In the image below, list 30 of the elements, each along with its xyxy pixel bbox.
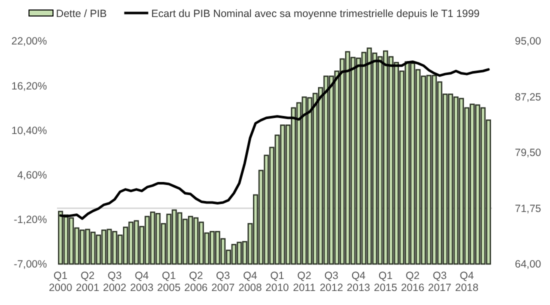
x-tick-label: Q3 2012: [320, 270, 344, 294]
y-tick-label: -7,00%: [14, 258, 47, 271]
y-tick-label: 4,60%: [17, 169, 47, 182]
x-tick-label: Q2 2001: [76, 270, 100, 294]
x-tick-label: Q4 2003: [130, 270, 154, 294]
x-tick-label: Q2 2016: [400, 270, 424, 294]
y2-tick-label: 79,50: [514, 147, 542, 160]
y2-tick-label: 95,00: [514, 36, 542, 48]
x-tick-label: Q1 2010: [266, 270, 290, 294]
y2-tick-label: 64,00: [514, 258, 542, 271]
legend-label: Dette / PIB: [56, 8, 107, 20]
y-tick-label: 16,20%: [11, 80, 47, 92]
x-tick-label: Q4 2008: [238, 270, 262, 294]
y-tick-label: 22,00%: [11, 36, 47, 48]
x-tick-label: Q2 2006: [184, 270, 208, 294]
y2-tick-label: 71,75: [514, 202, 542, 215]
x-tick-label: Q2 2011: [293, 270, 316, 294]
y-tick-label: -1,20%: [14, 214, 47, 226]
x-tick-label: Q4 2013: [346, 270, 370, 294]
x-tick-label: Q3 2002: [103, 270, 127, 294]
legend-label: Ecart du PIB Nominal avec sa moyenne trimestrielle depuis le T1 1999: [151, 8, 480, 20]
x-tick-label: Q4 2018: [455, 270, 479, 294]
x-tick-label: Q1 2005: [157, 270, 181, 294]
y2-tick-label: 87,25: [514, 91, 542, 104]
x-tick-label: Q3 2007: [211, 270, 235, 294]
y-tick-label: 10,40%: [11, 124, 47, 137]
line-series: [59, 60, 490, 220]
x-tick-label: Q1 2000: [48, 270, 72, 294]
x-tick-label: Q1 2015: [374, 270, 398, 294]
x-tick-label: Q3 2017: [428, 270, 452, 294]
